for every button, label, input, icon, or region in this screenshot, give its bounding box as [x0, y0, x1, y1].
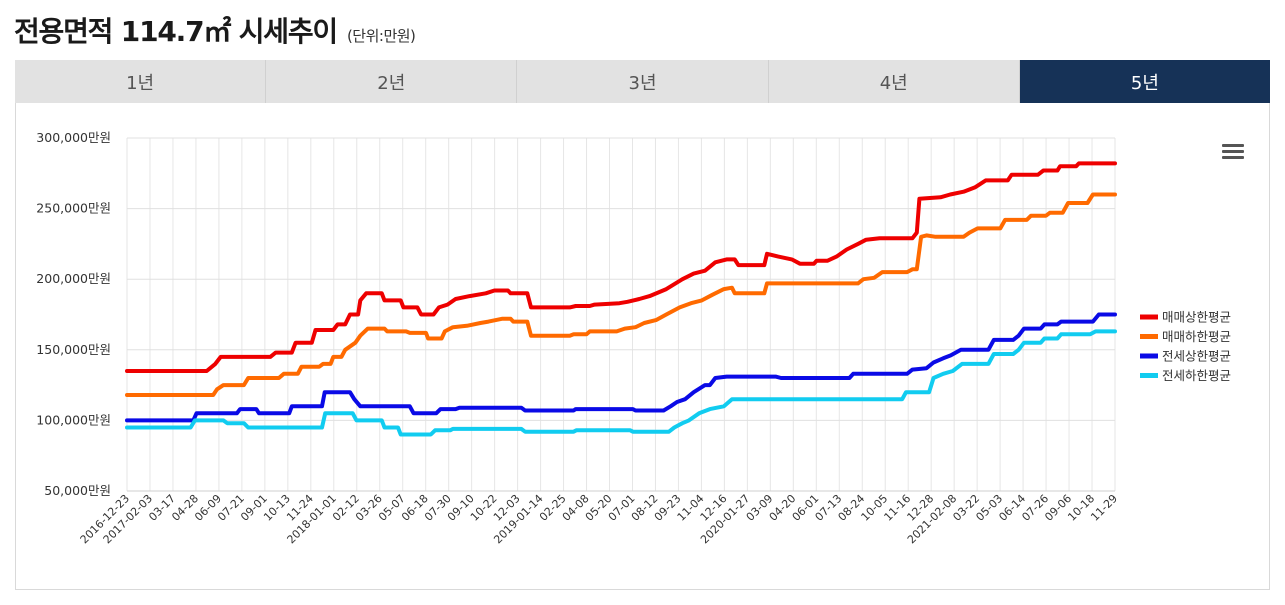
series-line-2 — [125, 192, 1117, 397]
y-tick-label: 200,000만원 — [36, 271, 111, 286]
legend-label-2: 매매하한평균 — [1162, 329, 1231, 344]
legend-swatch-3 — [1140, 353, 1158, 359]
legend-swatch-1 — [1140, 314, 1158, 320]
y-tick-label: 300,000만원 — [36, 130, 111, 145]
tab-1-year[interactable]: 1년 — [15, 60, 267, 103]
x-axis: 2016-12-232017-02-0303-1704-2806-0907-21… — [78, 490, 1120, 546]
page-title: 전용면적 114.7㎡ 시세추이 — [14, 15, 338, 48]
title-row: 전용면적 114.7㎡ 시세추이 (단위:만원) — [14, 10, 416, 50]
tab-5-year[interactable]: 5년 — [1019, 60, 1271, 103]
y-tick-label: 250,000만원 — [36, 201, 111, 216]
y-axis: 50,000만원 100,000만원 150,000만원 200,000만원 250,0… — [36, 130, 111, 498]
legend-label-3: 전세상한평균 — [1162, 349, 1231, 364]
tab-3-year[interactable]: 3년 — [517, 60, 769, 103]
legend-label-4: 전세하한평균 — [1162, 368, 1231, 383]
x-tick-label: 11-29 — [1088, 492, 1120, 524]
series-line-1 — [125, 161, 1117, 373]
series-lines — [125, 161, 1117, 437]
y-tick-label: 100,000만원 — [36, 412, 111, 427]
period-tabs: 1년 2년 3년 4년 5년 — [15, 60, 1271, 103]
tab-2-year[interactable]: 2년 — [266, 60, 518, 103]
y-tick-label: 150,000만원 — [36, 342, 111, 357]
y-tick-label: 50,000만원 — [44, 483, 111, 498]
series-line-4 — [125, 329, 1117, 437]
unit-label: (단위:만원) — [346, 27, 416, 45]
legend-label-1: 매매상한평균 — [1162, 310, 1231, 325]
legend-swatch-4 — [1140, 373, 1158, 378]
legend-swatch-2 — [1140, 334, 1158, 339]
series-line-3 — [125, 312, 1117, 423]
chart-menu-hamburger-icon[interactable] — [1222, 142, 1244, 162]
tab-4-year[interactable]: 4년 — [769, 60, 1020, 103]
chart-container — [15, 103, 1270, 590]
